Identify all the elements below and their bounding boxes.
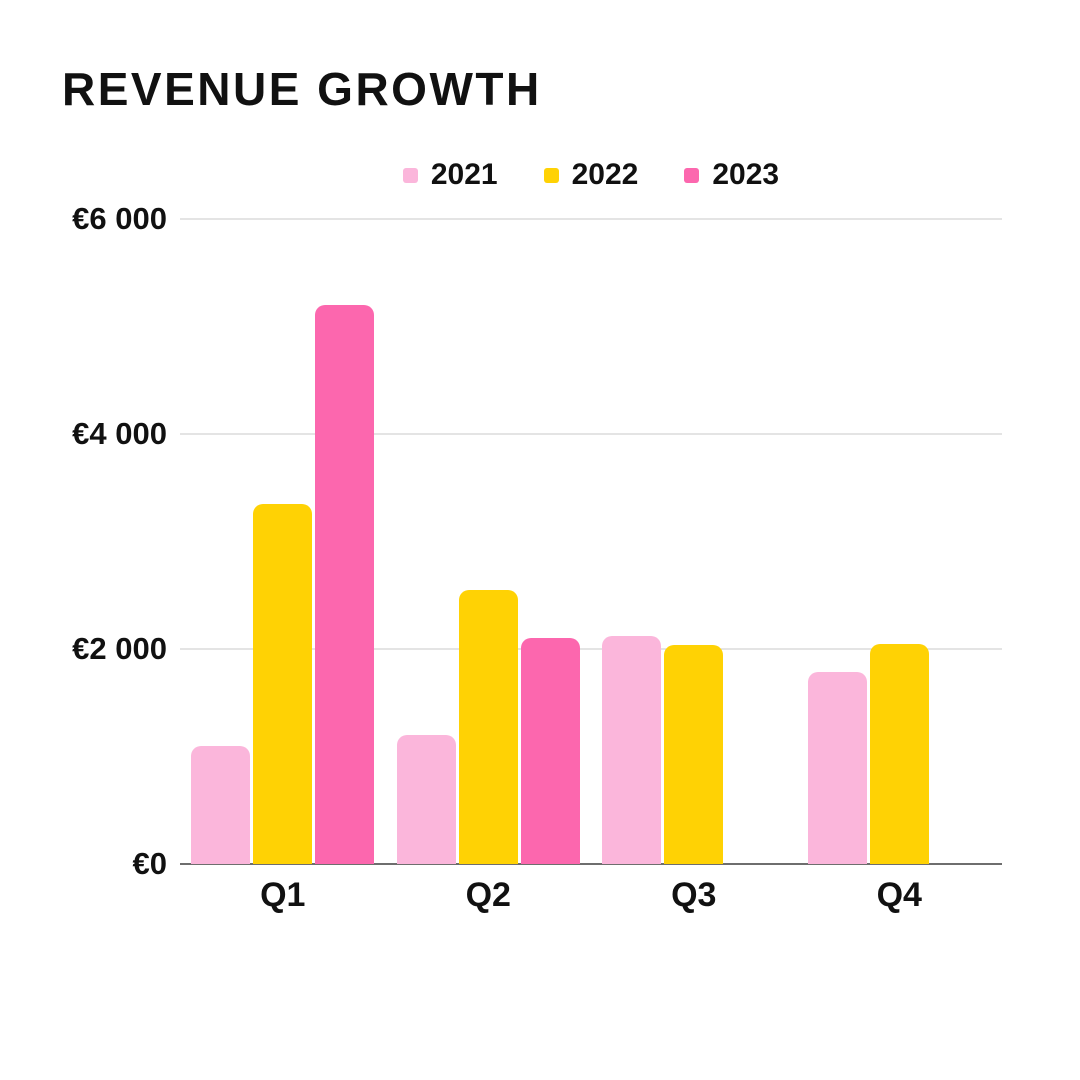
bar-2021-q2: [396, 735, 456, 864]
legend-item-2022: 2022: [543, 158, 639, 192]
x-tick-label-q2: Q2: [465, 876, 511, 914]
x-tick-label-q3: Q3: [671, 876, 717, 914]
bar-2021-q3: [602, 636, 662, 864]
legend: 2021 2022 2023: [180, 156, 1002, 194]
bar-group-q4: [797, 219, 1003, 864]
bar-2023-q2: [520, 638, 580, 864]
x-axis-baseline: [180, 863, 1002, 865]
y-tick-label: €4 000: [72, 416, 167, 451]
bar-2022-q3: [664, 644, 724, 864]
bar-2022-q4: [869, 643, 929, 864]
bar-2022-q1: [253, 503, 313, 864]
y-tick-label: €6 000: [72, 201, 167, 236]
legend-label: 2021: [430, 158, 498, 191]
bar-2021-q1: [191, 745, 251, 864]
legend-swatch-2021: [402, 167, 418, 183]
bar-group-q1: [180, 219, 386, 864]
legend-label: 2023: [712, 158, 780, 191]
bar-group-q2: [386, 219, 592, 864]
gridline: [180, 648, 1002, 650]
bar-2022-q2: [458, 589, 518, 864]
legend-label: 2022: [571, 158, 639, 191]
gridline: [180, 433, 1002, 435]
gridline: [180, 218, 1002, 220]
y-tick-label: €2 000: [72, 631, 167, 666]
bar-2023-q1: [315, 305, 375, 864]
x-axis-labels: Q1 Q2 Q3 Q4: [180, 876, 1002, 915]
bar-group-q3: [591, 219, 797, 864]
x-tick-label-q4: Q4: [876, 876, 922, 914]
bar-2021-q4: [807, 671, 867, 864]
legend-item-2021: 2021: [402, 158, 498, 192]
x-tick-label-q1: Q1: [260, 876, 306, 914]
y-tick-label: €0: [132, 846, 167, 881]
legend-swatch-2023: [684, 167, 700, 183]
chart-title: REVENUE GROWTH: [62, 63, 542, 115]
legend-item-2023: 2023: [684, 158, 779, 192]
legend-swatch-2022: [543, 167, 559, 183]
bars-layer: [180, 219, 1002, 864]
plot-area: €0 €2 000 €4 000 €6 000: [72, 201, 1002, 881]
